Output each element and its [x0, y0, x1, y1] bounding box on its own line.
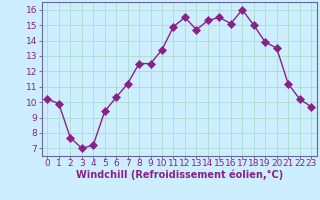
X-axis label: Windchill (Refroidissement éolien,°C): Windchill (Refroidissement éolien,°C) [76, 169, 283, 180]
